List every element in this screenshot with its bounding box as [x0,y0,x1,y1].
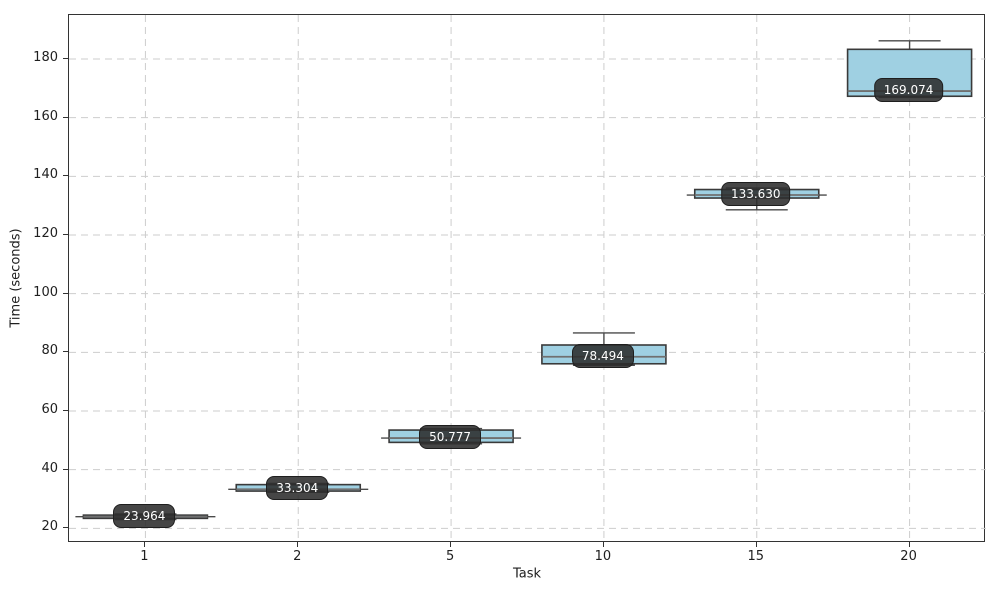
y-tick-mark [63,468,68,470]
median-value-badge: 133.630 [720,182,791,207]
y-tick-mark [63,292,68,294]
y-axis-label: Time (seconds) [8,228,24,328]
y-tick-label: 60 [41,402,58,417]
x-tick-label: 5 [445,549,455,564]
median-value-badge: 50.777 [419,425,482,450]
x-tick-label: 2 [293,549,302,564]
x-tick-mark [144,542,146,547]
x-tick-mark [908,542,910,547]
x-tick-mark [755,542,757,547]
y-tick-mark [63,351,68,353]
median-value-badge: 33.304 [266,476,329,501]
y-tick-label: 160 [33,108,58,124]
y-tick-mark [63,175,68,177]
x-tick-mark [450,542,452,547]
median-value-badge: 78.494 [571,343,634,368]
y-tick-mark [63,527,68,529]
median-value-badge: 23.964 [113,503,176,528]
median-value-badge: 169.074 [873,78,944,103]
y-tick-mark [63,410,68,411]
y-tick-label: 20 [41,519,58,535]
y-tick-mark [63,116,68,118]
y-tick-label: 100 [33,284,58,300]
x-tick-mark [602,542,604,547]
y-tick-label: 80 [41,343,58,359]
chart-canvas [69,15,986,543]
x-tick-mark [297,542,299,547]
y-tick-label: 120 [33,226,58,241]
y-tick-label: 140 [33,167,58,183]
y-tick-mark [63,234,68,235]
x-axis-label: Task [512,566,542,582]
y-tick-label: 180 [33,50,58,65]
y-tick-mark [63,58,68,59]
x-tick-label: 1 [140,549,149,564]
y-tick-label: 40 [41,460,58,476]
x-tick-label: 15 [747,549,765,564]
plot-area [68,14,986,543]
x-tick-label: 20 [900,549,917,564]
x-tick-label: 10 [594,549,612,564]
